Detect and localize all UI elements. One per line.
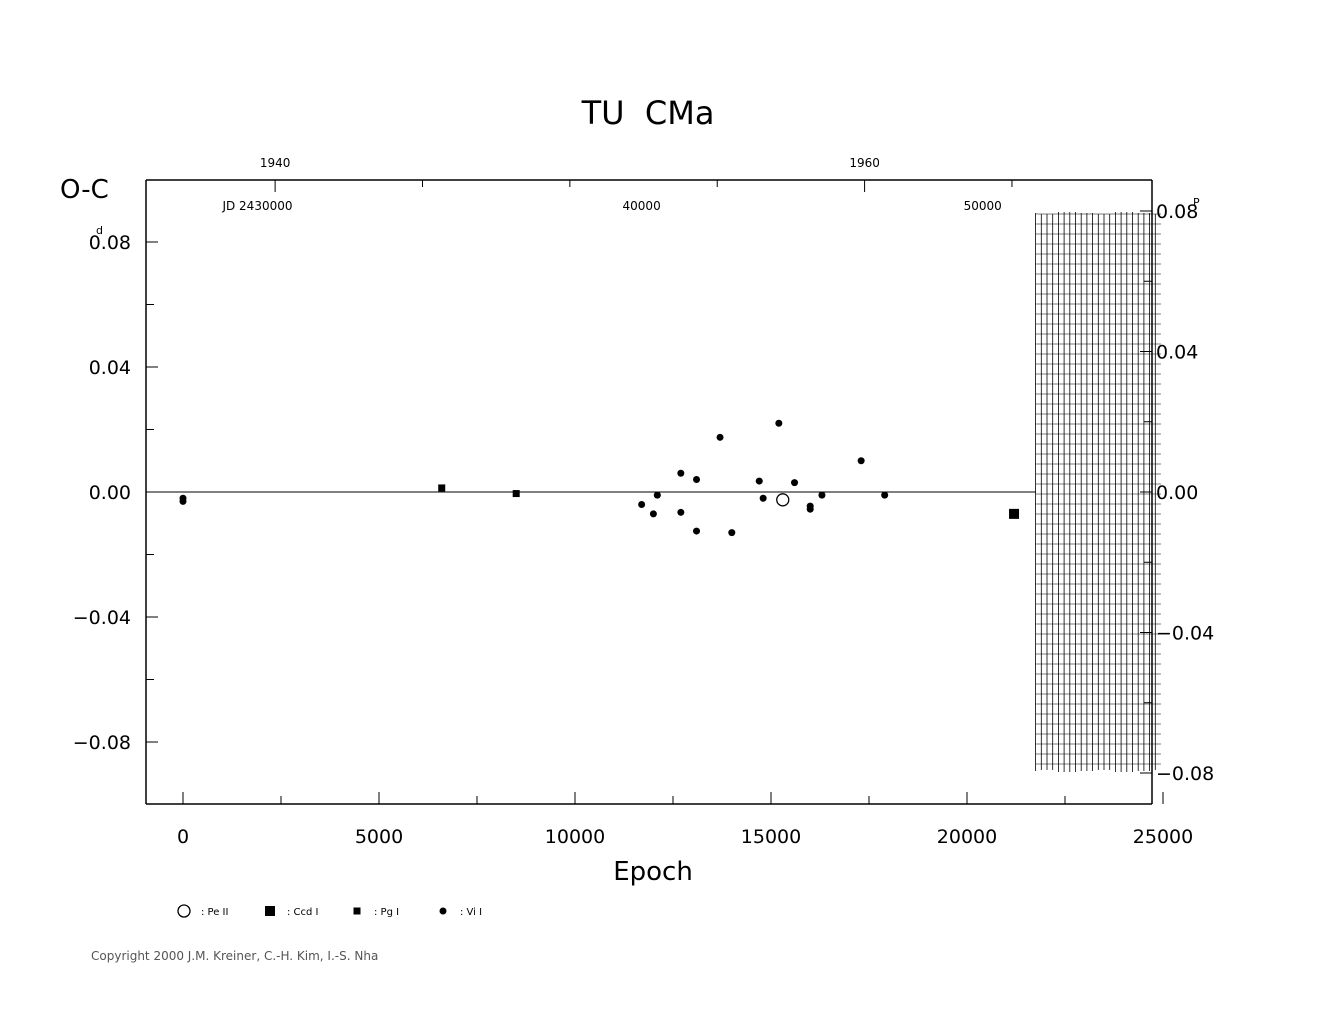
data-point-vi-i — [759, 494, 767, 502]
right-y-tick-label: −0.08 — [1156, 763, 1214, 785]
y-tick-label: 0.08 — [89, 232, 131, 254]
legend-label: : Vi I — [460, 907, 482, 918]
title-group: TU CMa — [581, 94, 715, 132]
data-point-pg-i — [438, 484, 446, 492]
data-point-ccd-i — [1009, 508, 1020, 519]
x-axis-label: Epoch — [613, 857, 693, 887]
x-tick-label: 10000 — [545, 826, 605, 848]
data-point-vi-i — [649, 510, 657, 518]
y-tick-label: 0.00 — [89, 482, 131, 504]
data-point-vi-i — [693, 527, 701, 535]
right-y-tick-label: 0.04 — [1156, 342, 1198, 364]
x-tick-label: 15000 — [741, 826, 801, 848]
data-point-vi-i — [728, 529, 736, 537]
data-point-vi-i — [755, 477, 763, 485]
top-jd-label: JD 2430000 — [221, 199, 292, 213]
data-point-vi-i — [693, 476, 701, 483]
hatched-region — [1035, 212, 1161, 772]
y-tick-label: −0.08 — [73, 732, 131, 754]
y-axis-label: O-C — [60, 175, 109, 205]
tick-marks — [146, 180, 1164, 804]
data-point-vi-i — [881, 491, 889, 499]
x-tick-label: 5000 — [355, 826, 403, 848]
data-point-pg-i — [512, 490, 520, 498]
right-y-tick-label: 0.00 — [1156, 482, 1198, 504]
top-jd-label: 40000 — [623, 199, 661, 213]
data-point-vi-i — [677, 508, 685, 516]
legend-marker — [353, 907, 361, 915]
data-point-vi-i — [638, 501, 646, 508]
legend-marker — [439, 907, 447, 915]
top-year-label: 1960 — [849, 156, 880, 170]
legend-label: : Pg I — [374, 907, 399, 918]
data-point-vi-i — [179, 497, 187, 505]
top-jd-label: 50000 — [964, 199, 1002, 213]
data-point-pe-ii — [776, 493, 790, 507]
x-tick-label: 25000 — [1133, 826, 1193, 848]
legend: : Pe II : Ccd I : Pg I : Vi I — [177, 904, 482, 918]
legend-label: : Ccd I — [287, 907, 319, 918]
legend-label: : Pe II — [201, 907, 228, 918]
data-point-vi-i — [677, 469, 685, 477]
y-tick-label: −0.04 — [73, 607, 131, 629]
data-point-vi-i — [818, 491, 826, 499]
axes — [145, 179, 1153, 805]
tick-labels: 0 5000 10000 15000 20000 25000 0.08 0.04 0.00 −0.… — [73, 156, 1214, 848]
left-unit-label: d — [96, 224, 103, 237]
top-year-label: 1940 — [260, 156, 291, 170]
data-point-vi-i — [716, 433, 724, 441]
legend-marker — [265, 906, 275, 916]
x-tick-label: 0 — [177, 826, 189, 848]
right-unit-label: P — [1193, 196, 1200, 209]
copyright-notice: Copyright 2000 J.M. Kreiner, C.-H. Kim, … — [91, 949, 379, 963]
legend-marker — [177, 904, 191, 918]
data-points — [179, 419, 1020, 537]
chart-title: TU CMa — [581, 94, 715, 132]
data-point-vi-i — [791, 479, 799, 487]
data-point-vi-i — [857, 457, 865, 465]
y-tick-label: 0.04 — [89, 357, 131, 379]
data-point-vi-i — [775, 419, 783, 427]
x-tick-label: 20000 — [937, 826, 997, 848]
data-point-vi-i — [806, 505, 814, 513]
right-y-tick-label: −0.04 — [1156, 623, 1214, 645]
right-y-tick-label: 0.08 — [1156, 201, 1198, 223]
data-point-vi-i — [653, 491, 661, 499]
